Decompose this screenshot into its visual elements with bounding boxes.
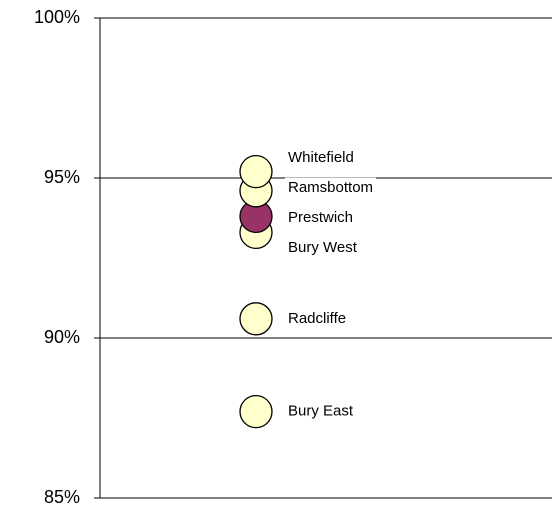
point-label: Ramsbottom xyxy=(288,179,373,196)
point-label: Bury East xyxy=(288,403,354,420)
label-background xyxy=(285,401,357,421)
point xyxy=(239,154,273,189)
label-background xyxy=(285,177,377,197)
label-background xyxy=(285,308,350,328)
y-tick-label: 95% xyxy=(44,167,80,187)
label-background xyxy=(285,237,361,257)
point xyxy=(239,302,273,336)
point xyxy=(239,394,273,429)
point-label: Radcliffe xyxy=(288,310,346,327)
point-label: Whitefield xyxy=(288,149,354,166)
point-labels: Whitefield Ramsbottom Prestwich Bury West Ra… xyxy=(285,147,377,421)
y-tick-label: 85% xyxy=(44,487,80,507)
point-label: Prestwich xyxy=(288,209,353,226)
label-background xyxy=(285,147,357,167)
y-tick-label: 100% xyxy=(34,7,80,27)
label-background xyxy=(285,207,357,227)
y-tick-label: 90% xyxy=(44,327,80,347)
point-label: Bury West xyxy=(288,239,358,256)
